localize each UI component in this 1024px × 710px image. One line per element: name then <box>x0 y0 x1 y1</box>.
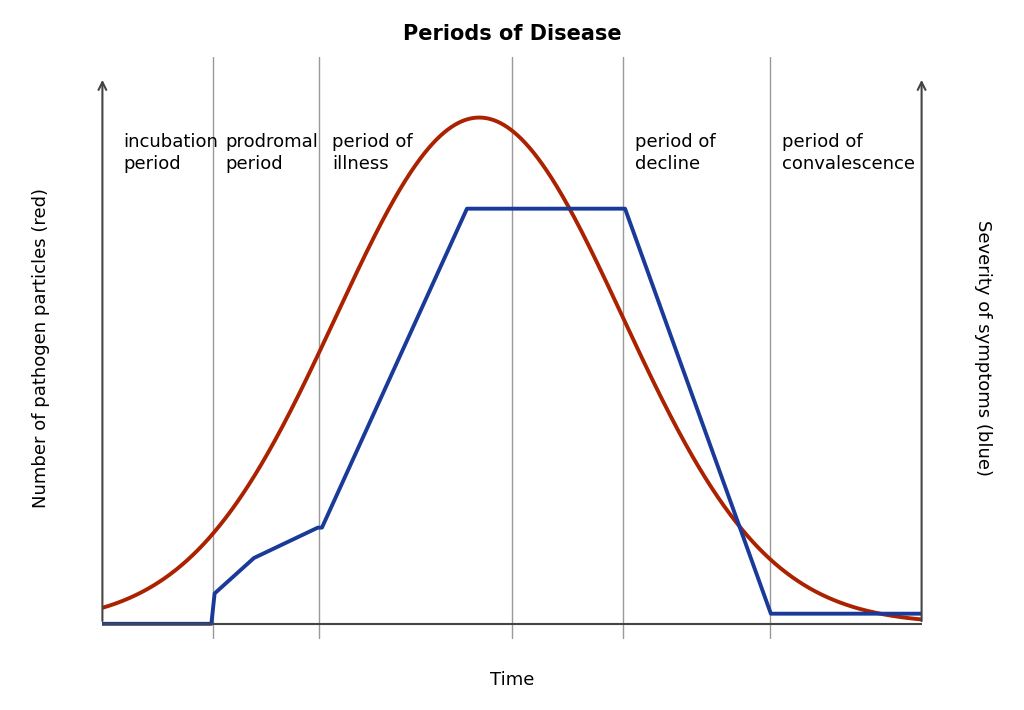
Text: period of
illness: period of illness <box>332 133 413 173</box>
Text: incubation
period: incubation period <box>123 133 218 173</box>
Text: period of
convalescence: period of convalescence <box>782 133 915 173</box>
Text: Time: Time <box>489 671 535 689</box>
Title: Periods of Disease: Periods of Disease <box>402 24 622 44</box>
Text: prodromal
period: prodromal period <box>225 133 318 173</box>
Text: Number of pathogen particles (red): Number of pathogen particles (red) <box>32 188 50 508</box>
Text: Severity of symptoms (blue): Severity of symptoms (blue) <box>974 220 992 476</box>
Text: period of
decline: period of decline <box>635 133 716 173</box>
